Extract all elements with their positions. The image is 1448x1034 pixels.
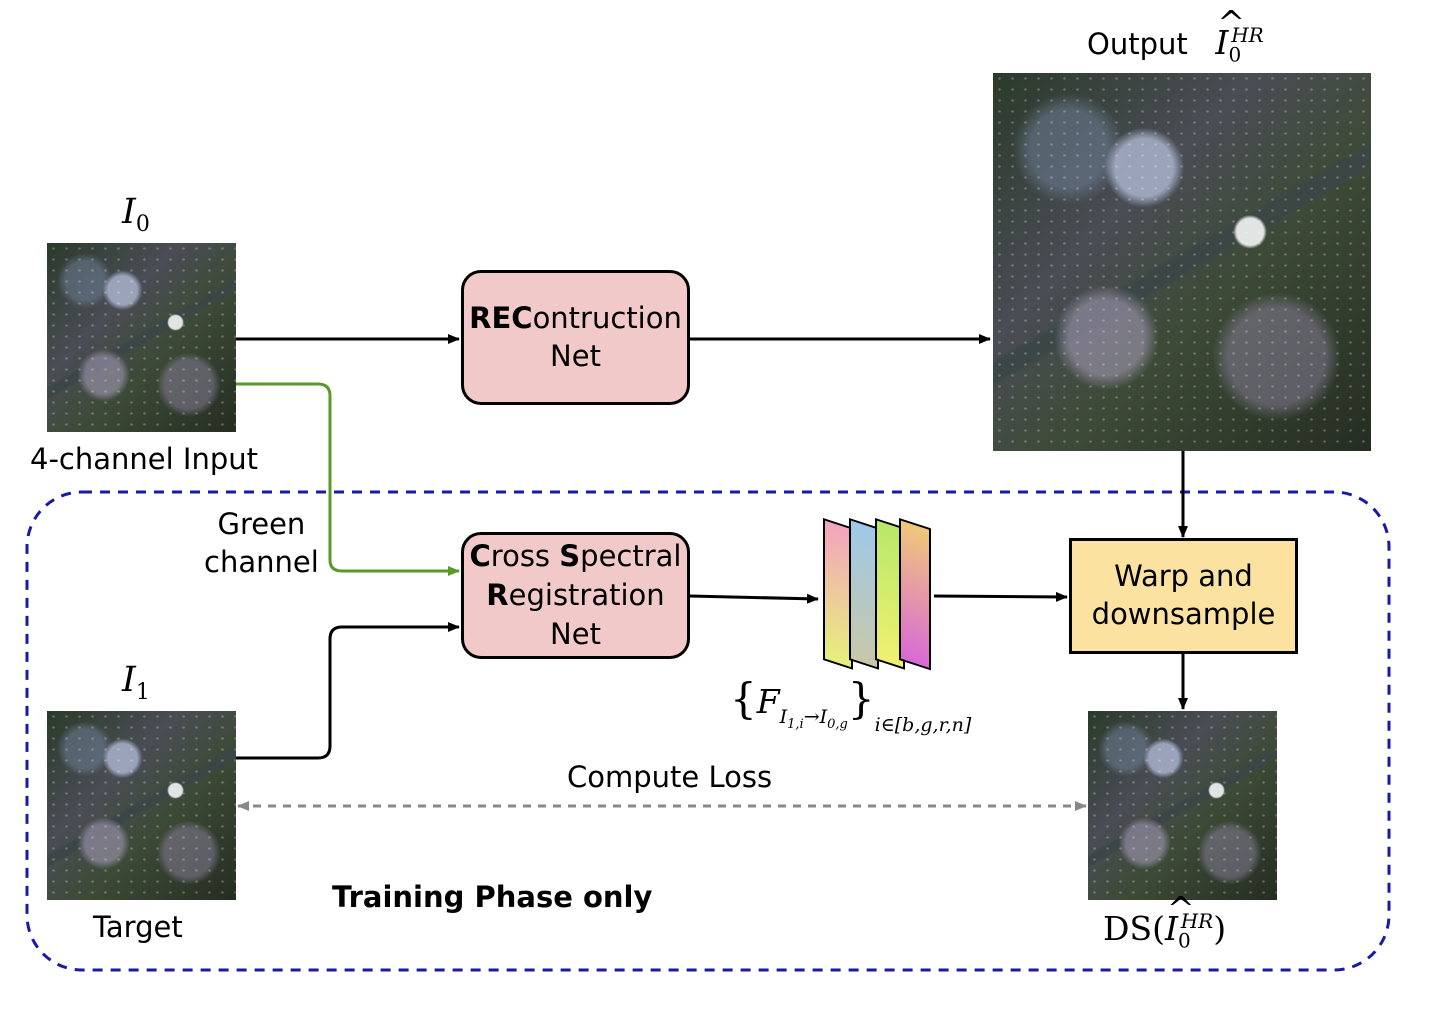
- ds-prefix: DS(: [1103, 909, 1165, 948]
- warp-downsample-box: Warp and downsample: [1069, 538, 1298, 654]
- input-symbol-base: I: [122, 192, 136, 232]
- warp-line2: downsample: [1091, 597, 1276, 631]
- csr-bold-c: C: [469, 538, 491, 573]
- flow-index: i∈[b,g,r,n]: [874, 714, 972, 736]
- flow-brace-close: }: [847, 674, 875, 723]
- arrow-csr-to-flows: [689, 593, 819, 604]
- csr-line1: Cross Spectral: [470, 537, 682, 576]
- flow-arrow: →: [803, 706, 820, 728]
- output-image: [993, 73, 1371, 451]
- input-image: [47, 243, 236, 432]
- csr-bold-s: S: [559, 538, 581, 573]
- input-symbol: I0: [122, 193, 150, 237]
- target-symbol-base: I: [122, 660, 136, 700]
- csr-net-box: Cross Spectral Registration Net: [461, 532, 690, 659]
- ds-hat: ^: [1166, 889, 1195, 928]
- output-symbol: ^ I0HR: [1215, 4, 1264, 65]
- ds-suffix: ): [1213, 909, 1227, 948]
- csr-pectral: pectral: [580, 538, 682, 573]
- output-symbol-sub: 0: [1228, 42, 1242, 67]
- ds-symbol-base: I: [1164, 909, 1178, 948]
- target-caption: Target: [93, 910, 183, 944]
- flow-F: F: [756, 682, 780, 721]
- output-word: Output: [1087, 27, 1188, 61]
- recon-rest: ontruction: [532, 300, 682, 335]
- ds-symbol-sup: HR: [1180, 909, 1214, 933]
- arrow-flows-to-warp: [933, 591, 1068, 602]
- input-caption: 4-channel Input: [30, 442, 258, 476]
- arrow-target-to-csr: [236, 622, 460, 760]
- green-channel-line1: Green: [217, 507, 306, 541]
- warp-line1: Warp and: [1114, 559, 1253, 594]
- ds-symbol-sub: 0: [1178, 928, 1191, 953]
- csr-bold-r: R: [486, 577, 509, 612]
- flow-subscript: I1,i→I0,g: [779, 706, 848, 732]
- flow-sub-a-sub: 1,i: [787, 716, 804, 732]
- csr-line2: Registration: [470, 576, 682, 615]
- output-symbol-base: I: [1215, 23, 1229, 62]
- green-channel-line2: channel: [204, 544, 319, 579]
- ds-symbol: ^ I0HR: [1164, 890, 1214, 951]
- recon-line2: Net: [550, 338, 601, 373]
- flow-sub-b-sub: 0,g: [827, 716, 848, 732]
- target-symbol: I1: [122, 661, 150, 705]
- csr-ross: ross: [490, 538, 560, 573]
- ds-label: DS(^ I0HR): [1103, 890, 1227, 951]
- flow-sub-b: I: [819, 706, 828, 728]
- output-symbol-sup: HR: [1231, 23, 1264, 47]
- recon-line1: REContruction: [469, 300, 682, 338]
- arrow-green-channel: [236, 382, 460, 576]
- flow-layer-4: [899, 518, 931, 671]
- input-symbol-sub: 0: [135, 212, 150, 237]
- output-label: Output ^ I0HR: [1087, 4, 1264, 65]
- output-hat: ^: [1217, 3, 1246, 42]
- target-symbol-sub: 1: [135, 680, 150, 705]
- recon-bold: REC: [469, 300, 533, 335]
- reconstruction-net-box: REContruction Net: [461, 270, 690, 405]
- csr-line3: Net: [550, 617, 601, 652]
- compute-loss-label: Compute Loss: [567, 760, 773, 794]
- csr-egistration: egistration: [508, 577, 665, 612]
- flow-brace-open: {: [730, 674, 757, 723]
- training-phase-label: Training Phase only: [332, 880, 653, 914]
- training-phase-region: [25, 490, 1391, 972]
- flow-sub-a: I: [779, 706, 788, 728]
- flow-label: {FI1,i→I0,g}i∈[b,g,r,n]: [730, 674, 971, 735]
- green-channel-label: Green channel: [204, 506, 319, 581]
- target-image: [47, 711, 236, 900]
- ds-image: [1088, 711, 1277, 900]
